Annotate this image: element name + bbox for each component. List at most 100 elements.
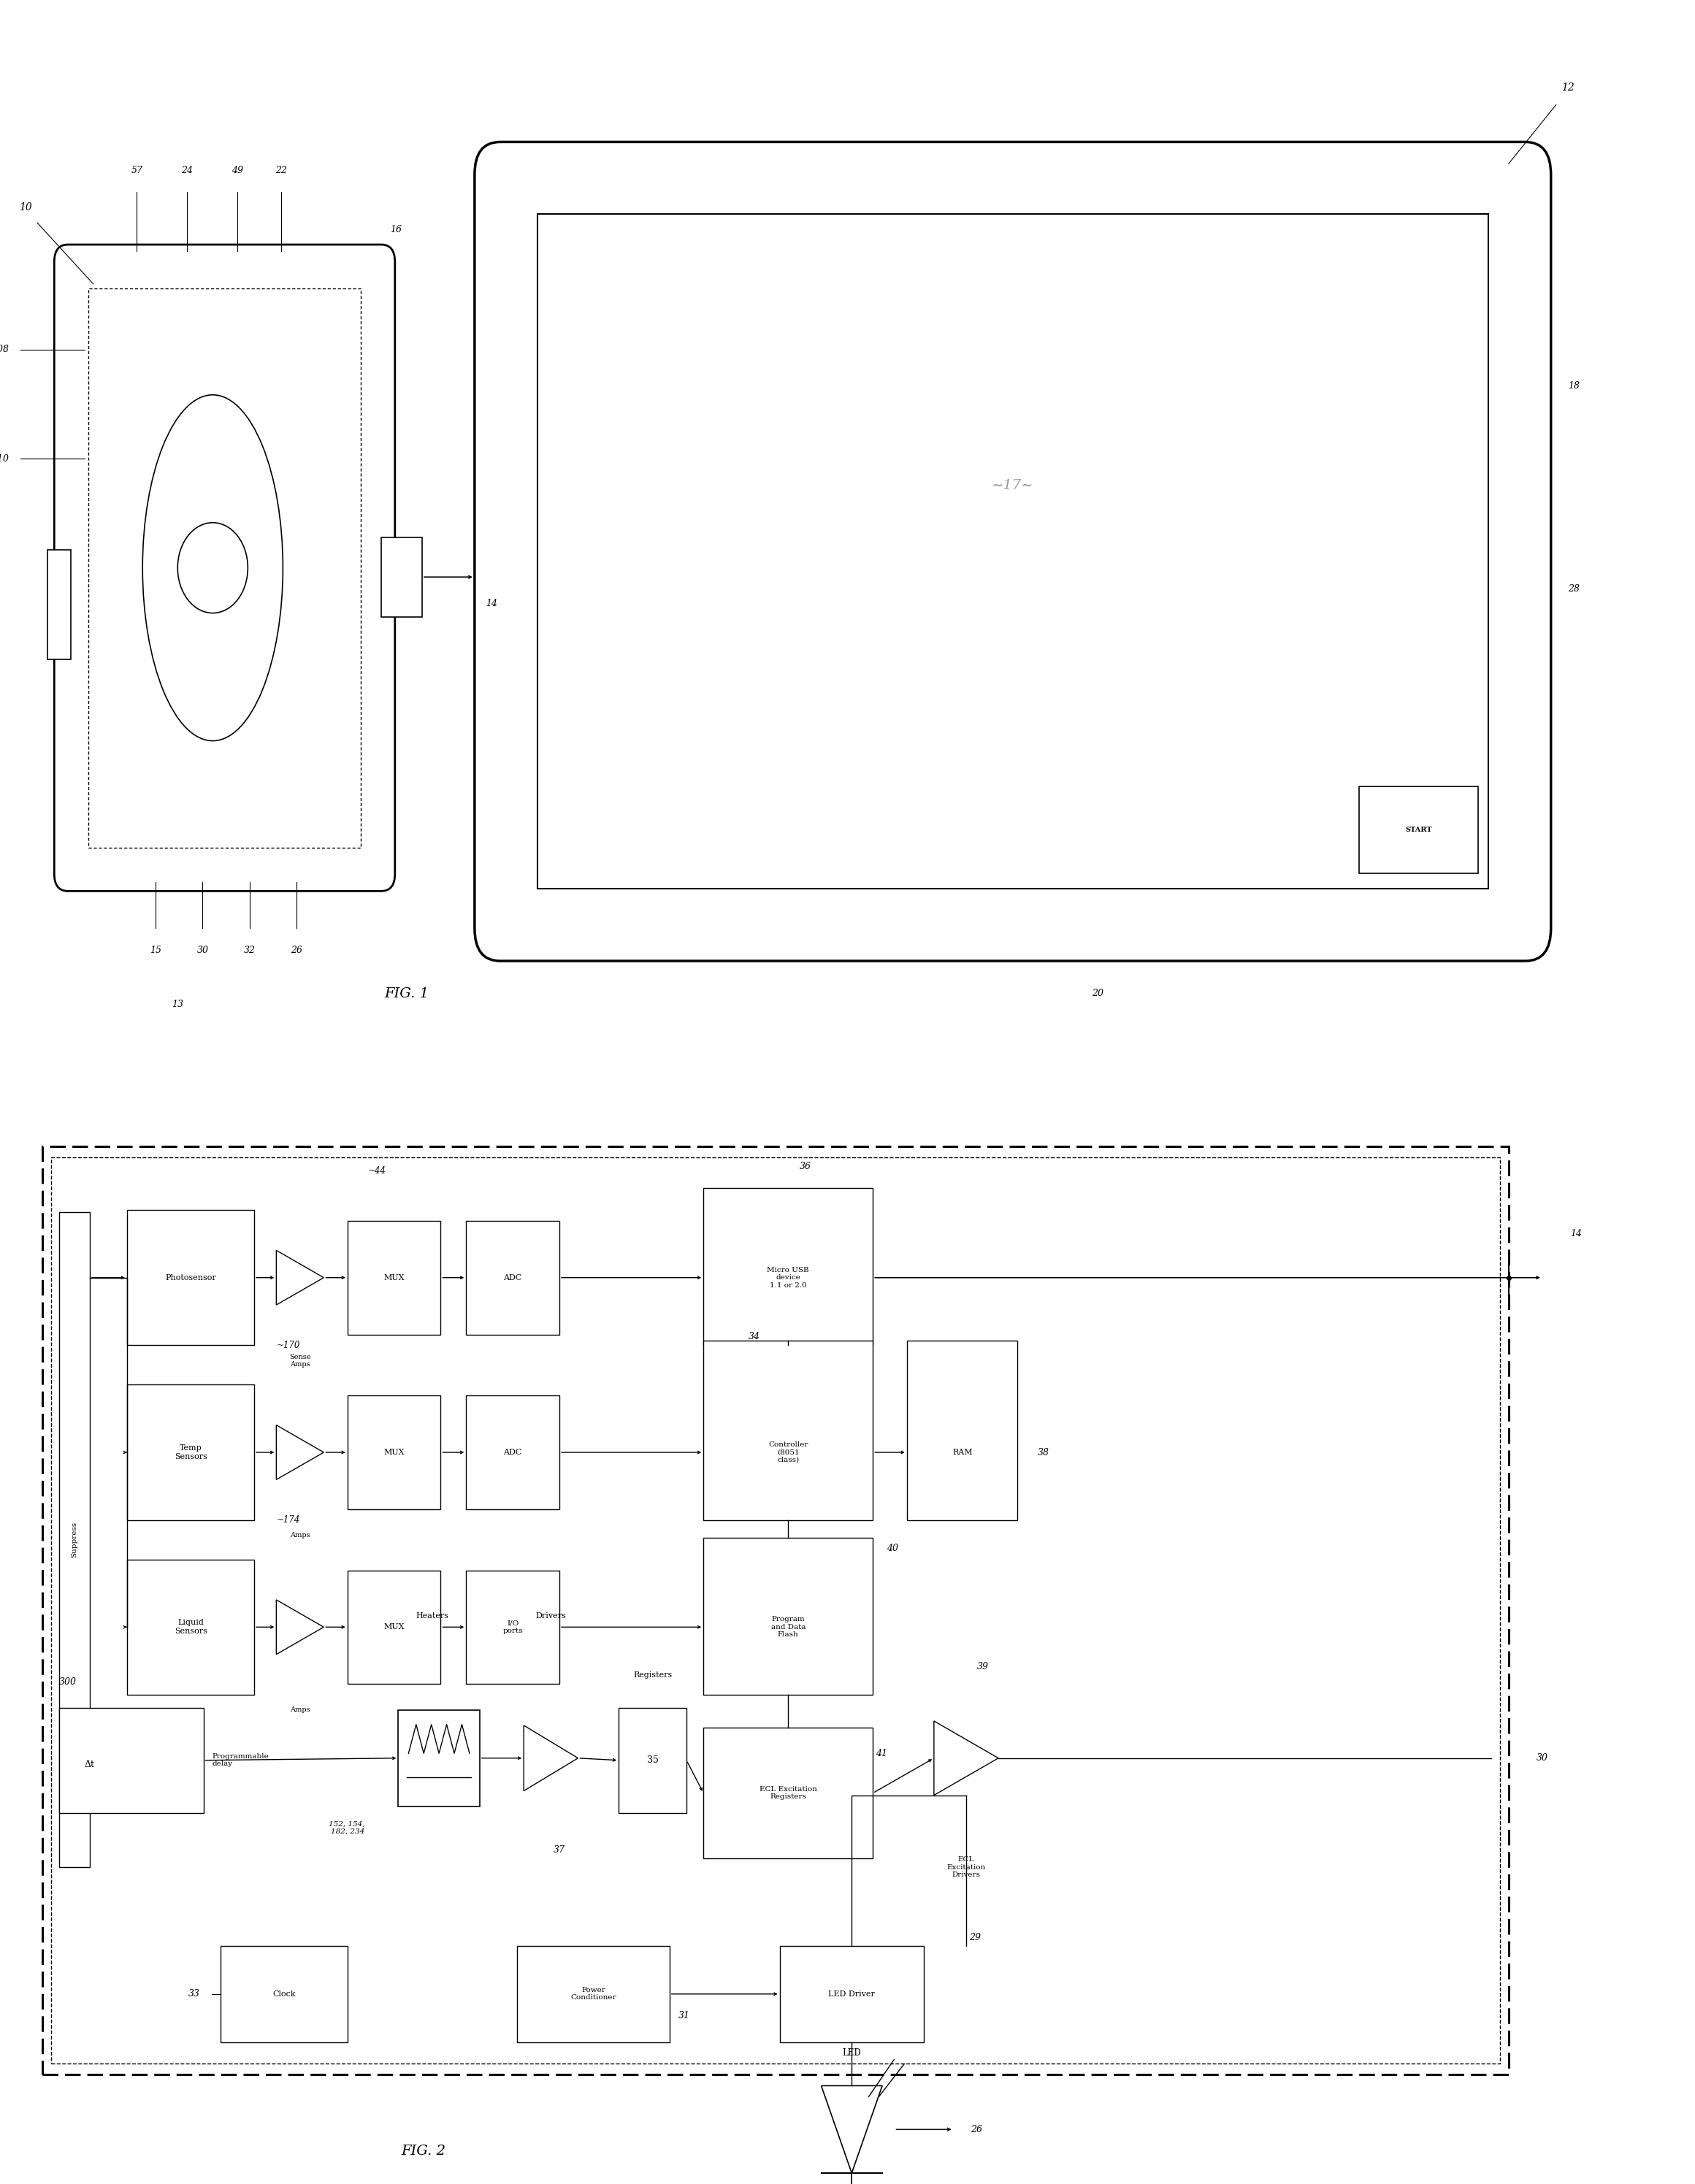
FancyBboxPatch shape [54,245,395,891]
Text: I/O
ports: I/O ports [503,1621,522,1634]
Bar [517,1946,670,2042]
Text: 35: 35 [647,1756,658,1765]
Text: 410: 410 [0,454,8,463]
Bar [381,537,422,616]
Bar [47,550,71,660]
Text: FIG. 1: FIG. 1 [385,987,429,1000]
Bar [1359,786,1478,874]
Text: 18: 18 [1568,380,1580,391]
Text: 22: 22 [275,166,286,175]
Text: MUX: MUX [383,1448,405,1457]
Text: 36: 36 [800,1162,810,1171]
Text: 24: 24 [181,166,193,175]
Bar [466,1570,559,1684]
Text: ADC: ADC [503,1273,522,1282]
Text: FIG. 2: FIG. 2 [402,2145,446,2158]
Text: ECL
Excitation
Drivers: ECL Excitation Drivers [948,1856,985,1878]
Text: 26: 26 [292,946,302,954]
Text: LED: LED [842,2049,861,2057]
Text: ~174: ~174 [276,1516,300,1524]
Text: ~170: ~170 [276,1341,300,1350]
Bar [170,568,195,640]
Bar [68,1725,110,1802]
Bar [347,1396,441,1509]
Text: 16: 16 [390,225,402,234]
Bar [88,288,361,847]
Text: 34: 34 [749,1332,759,1341]
Text: 152, 154,
182, 234: 152, 154, 182, 234 [329,1821,364,1835]
Text: ~17~: ~17~ [992,478,1034,494]
Text: Program
and Data
Flash: Program and Data Flash [771,1616,805,1638]
Text: Δt: Δt [85,1760,95,1769]
Text: Power
Conditioner: Power Conditioner [571,1987,615,2001]
Text: Amps: Amps [290,1706,310,1714]
Text: Liquid
Sensors: Liquid Sensors [175,1618,207,1636]
Text: Micro USB
device
1.1 or 2.0: Micro USB device 1.1 or 2.0 [768,1267,809,1289]
Text: START: START [1405,826,1432,834]
Text: 10: 10 [19,203,32,212]
Text: ~44: ~44 [368,1166,386,1175]
Text: 26: 26 [970,2125,981,2134]
Text: Amps: Amps [290,1531,310,1540]
Bar [466,1221,559,1334]
Text: 49: 49 [231,166,242,175]
Text: 14: 14 [486,598,497,607]
Bar [127,1210,254,1345]
Text: Registers: Registers [634,1671,671,1679]
Bar [59,1708,203,1813]
Bar [619,1708,686,1813]
Bar [703,1538,873,1695]
Text: 13: 13 [171,1000,183,1009]
Text: Clock: Clock [273,1990,295,1998]
Bar [115,328,310,808]
Text: Suppress: Suppress [71,1522,78,1557]
Text: Heaters: Heaters [415,1612,449,1621]
Text: 408: 408 [0,345,8,354]
Text: MUX: MUX [383,1623,405,1631]
Text: 41: 41 [876,1749,886,1758]
Text: ADC: ADC [503,1448,522,1457]
Bar [466,1396,559,1509]
Bar [398,1710,480,1806]
Text: 15: 15 [149,946,161,954]
Text: Programmable
delay: Programmable delay [212,1754,268,1767]
Circle shape [178,522,247,614]
Bar [703,1341,873,1520]
Text: Sense
Amps: Sense Amps [290,1354,310,1367]
Bar [222,568,247,640]
Text: 40: 40 [886,1544,898,1553]
Bar [51,1158,1500,2064]
Text: 28: 28 [1568,585,1580,594]
Bar [59,1212,90,1867]
Text: 30: 30 [1537,1754,1548,1762]
FancyBboxPatch shape [475,142,1551,961]
Text: Drivers: Drivers [536,1612,566,1621]
Text: 57: 57 [131,166,142,175]
Bar [347,1570,441,1684]
Text: 29: 29 [970,1933,980,1942]
Bar [220,1946,347,2042]
Bar [703,1188,873,1345]
Text: MUX: MUX [383,1273,405,1282]
Bar [780,1946,924,2042]
Bar [703,1728,873,1859]
Ellipse shape [142,395,283,740]
Text: 12: 12 [1561,83,1575,92]
Bar [151,448,273,688]
Bar [127,1385,254,1520]
Bar [347,1221,441,1334]
Text: 38: 38 [1037,1448,1049,1457]
Text: 39: 39 [978,1662,988,1671]
Text: 31: 31 [678,2011,690,2020]
Bar [127,1559,254,1695]
Bar [42,1147,1509,2075]
Text: 32: 32 [244,946,256,954]
Text: 300: 300 [59,1677,76,1686]
Text: 33: 33 [188,1990,200,1998]
Bar [537,214,1488,889]
Text: Controller
(8051
class): Controller (8051 class) [768,1441,809,1463]
Text: LED Driver: LED Driver [829,1990,875,1998]
Text: 14: 14 [1571,1230,1581,1238]
Text: Temp
Sensors: Temp Sensors [175,1444,207,1461]
Text: 30: 30 [197,946,208,954]
